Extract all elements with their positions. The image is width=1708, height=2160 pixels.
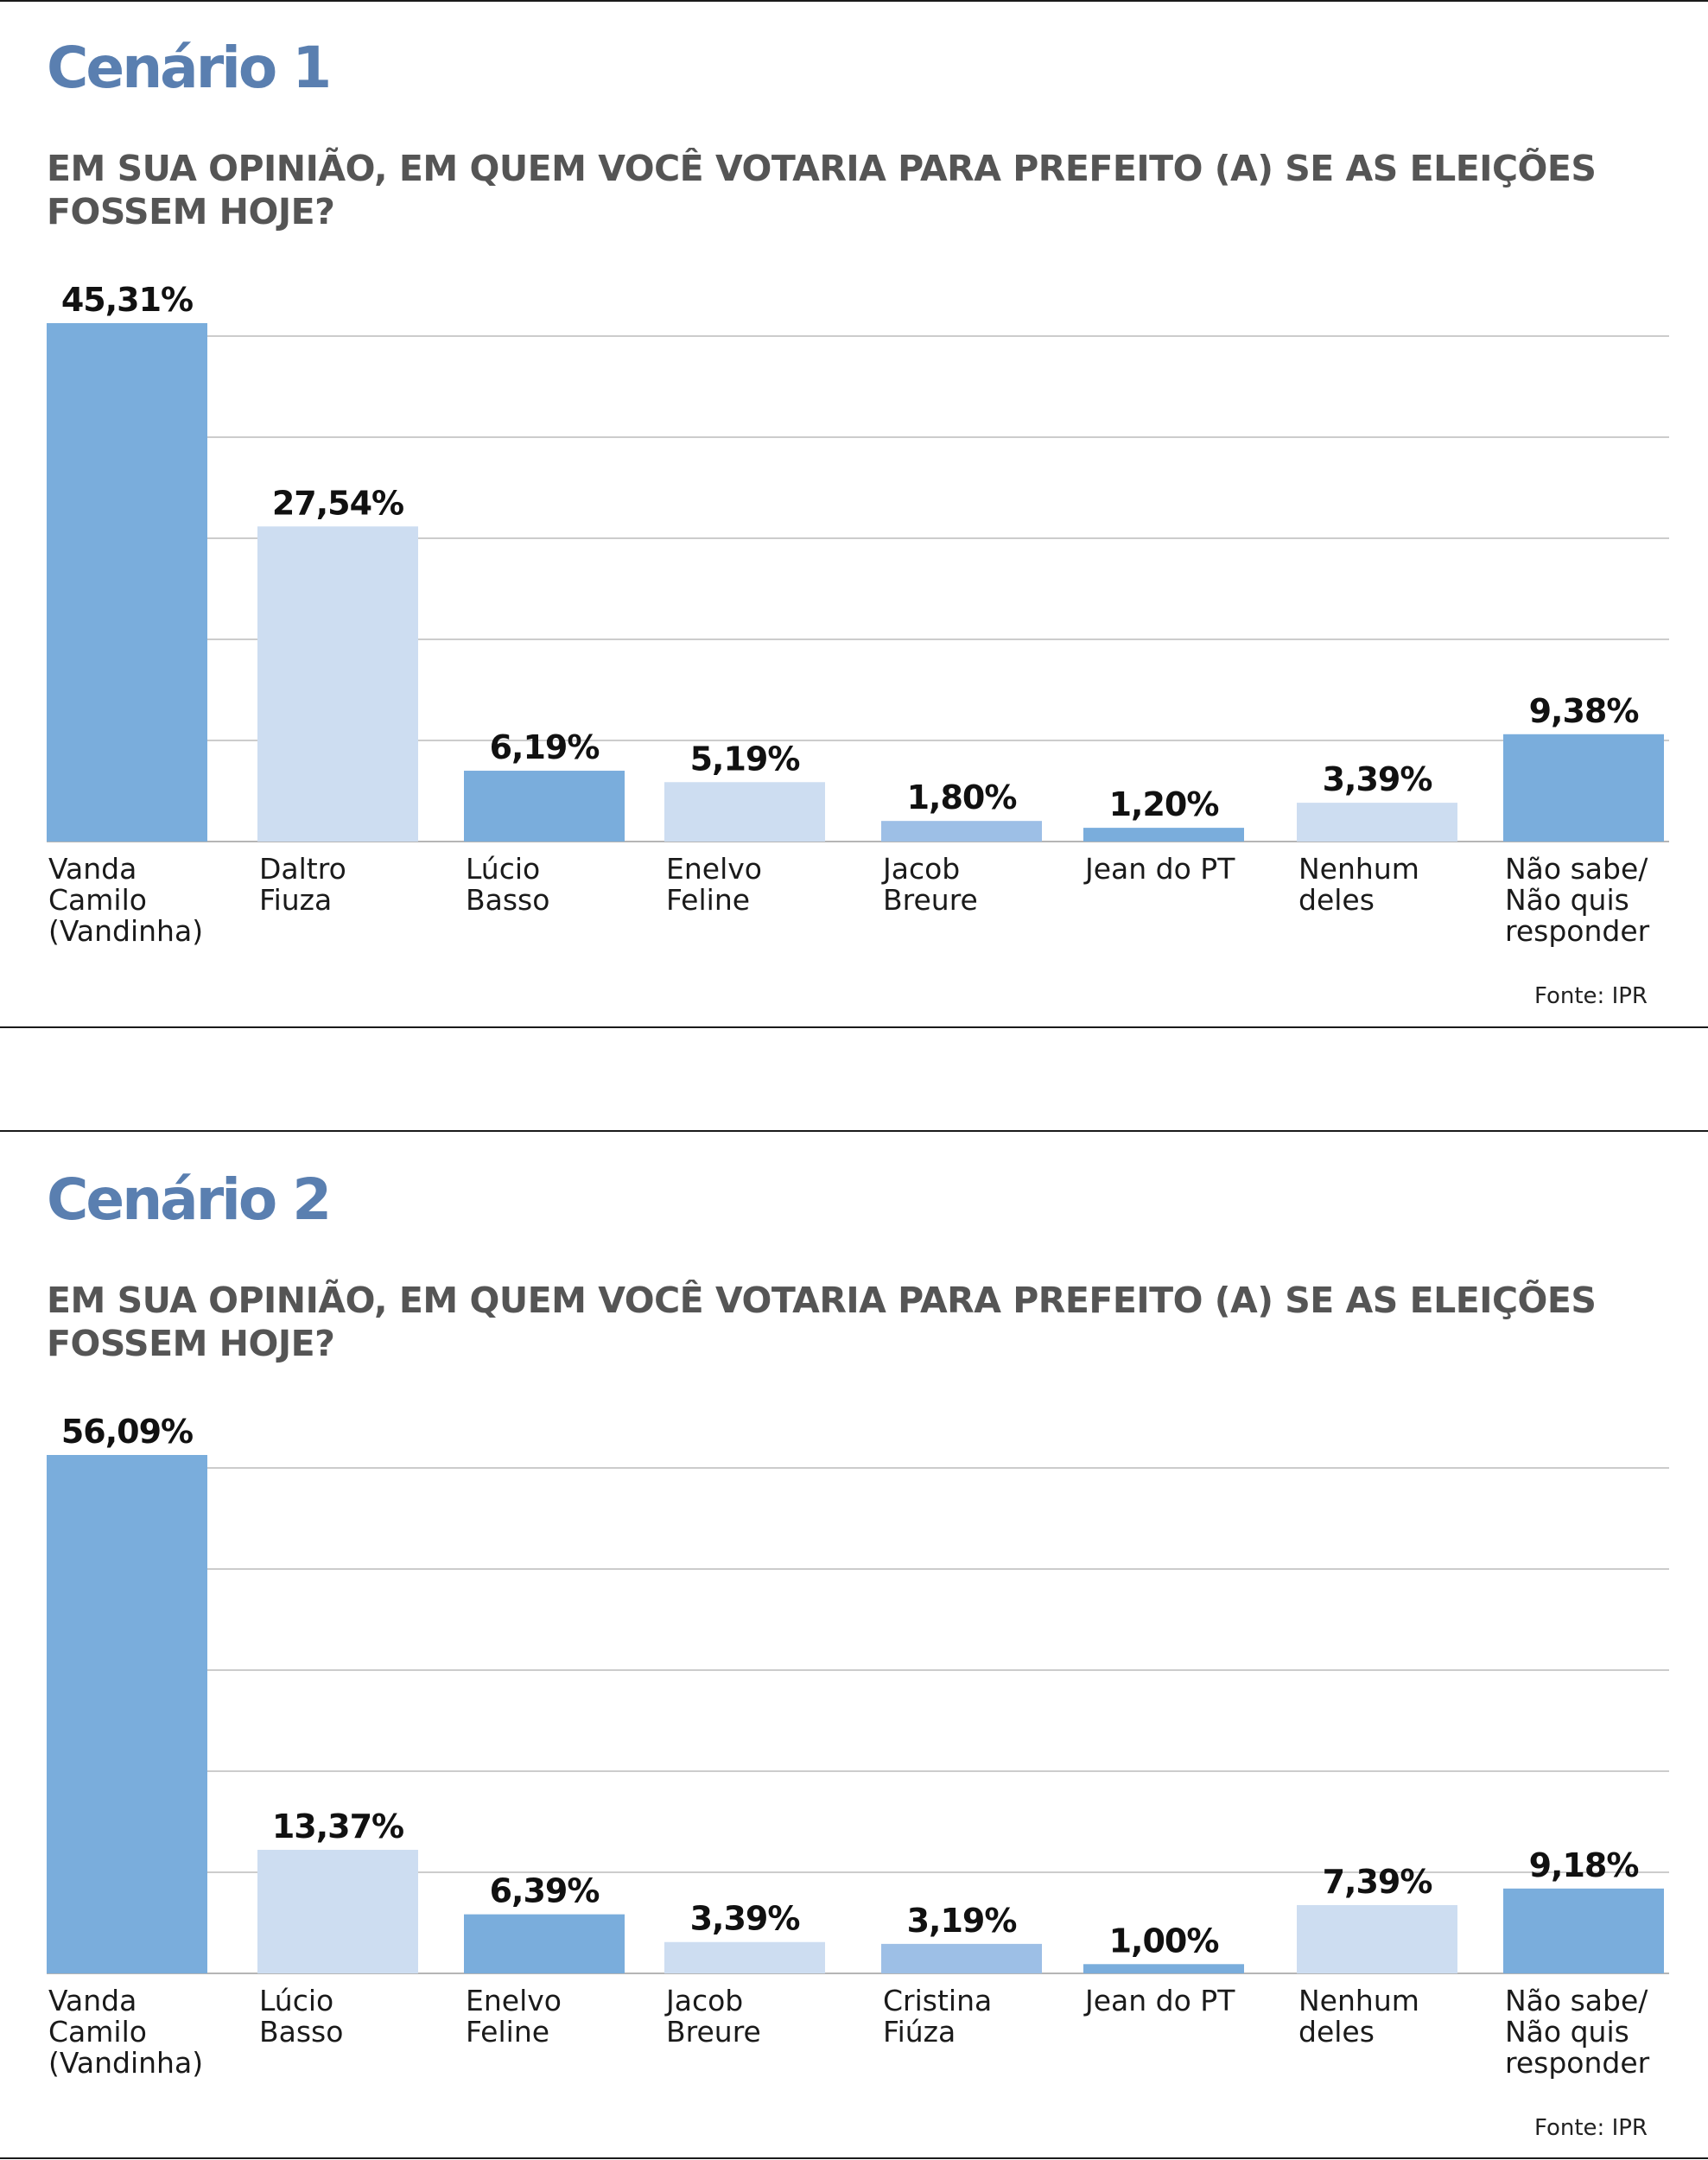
category-label: Jacob Breure — [664, 1984, 761, 2049]
bar — [881, 1943, 1042, 1973]
bar — [1297, 803, 1457, 842]
bar-chart-1: 45,31% Vanda Camilo (Vandinha) 27,54% Daltro F… — [47, 281, 1669, 948]
chart-panel-2: Cenário 2 EM SUA OPINIÃO, EM QUEM VOCÊ V… — [0, 1132, 1708, 2160]
data-label: 3,39% — [690, 1900, 800, 1938]
data-label: 3,39% — [1323, 760, 1432, 798]
category-label: Enelvo Feline — [666, 852, 762, 917]
category-label: Lúcio Basso — [466, 852, 549, 917]
category-label: Jean do PT — [1083, 852, 1235, 886]
chart-subtitle: EM SUA OPINIÃO, EM QUEM VOCÊ VOTARIA PAR… — [47, 1280, 1597, 1364]
category-label: Nenhum deles — [1298, 852, 1419, 917]
data-label: 6,19% — [490, 728, 600, 766]
panel-divider — [0, 1130, 1708, 1132]
bar — [1083, 1964, 1244, 1973]
bar — [47, 1455, 207, 1973]
data-label: 13,37% — [272, 1807, 403, 1846]
data-label: 6,39% — [490, 1872, 600, 1910]
data-label: 3,19% — [907, 1902, 1017, 1940]
bar — [1503, 734, 1664, 842]
bar — [881, 821, 1042, 842]
category-label: Vanda Camilo (Vandinha) — [48, 852, 203, 948]
bar — [1503, 1888, 1664, 1973]
category-label: Daltro Fiuza — [259, 852, 346, 917]
bar — [664, 782, 825, 842]
data-label: 1,20% — [1109, 785, 1219, 823]
bar — [257, 526, 418, 842]
category-label: Cristina Fiúza — [883, 1984, 992, 2049]
top-divider — [0, 0, 1708, 2]
bar — [664, 1941, 825, 1973]
source-note: Fonte: IPR — [1533, 983, 1648, 1009]
category-label: Não sabe/Não quis responder — [1505, 1984, 1650, 2080]
data-label: 45,31% — [61, 281, 193, 319]
category-label: Vanda Camilo (Vandinha) — [48, 1984, 203, 2080]
chart-subtitle: EM SUA OPINIÃO, EM QUEM VOCÊ VOTARIA PAR… — [47, 148, 1597, 232]
bar — [257, 1849, 418, 1973]
bottom-divider — [0, 2157, 1708, 2159]
data-label: 7,39% — [1323, 1863, 1432, 1901]
bar — [464, 1914, 625, 1973]
category-label: Enelvo Feline — [466, 1984, 562, 2049]
category-label: Jacob Breure — [881, 852, 978, 917]
bar — [47, 323, 207, 842]
category-label: Lúcio Basso — [259, 1984, 343, 2049]
data-label: 1,00% — [1109, 1922, 1219, 1960]
data-label: 9,38% — [1529, 692, 1639, 730]
bar — [464, 771, 625, 842]
data-label: 9,18% — [1529, 1846, 1639, 1884]
data-label: 5,19% — [690, 740, 800, 778]
category-label: Nenhum deles — [1298, 1984, 1419, 2049]
chart-title: Cenário 2 — [47, 1166, 332, 1233]
bar-chart-2: 56,09% Vanda Camilo (Vandinha) 13,37% Lúcio Ba… — [47, 1413, 1669, 2080]
bar — [1297, 1904, 1457, 1973]
category-label: Não sabe/Não quis responder — [1505, 852, 1650, 948]
chart-panel-1: Cenário 1 EM SUA OPINIÃO, EM QUEM VOCÊ V… — [0, 0, 1708, 1028]
data-label: 27,54% — [272, 484, 403, 522]
category-label: Jean do PT — [1083, 1984, 1235, 2017]
data-label: 56,09% — [61, 1413, 193, 1451]
panel-divider — [0, 1026, 1708, 1028]
chart-title: Cenário 1 — [47, 35, 332, 101]
source-note: Fonte: IPR — [1533, 2115, 1648, 2141]
bar — [1083, 828, 1244, 842]
data-label: 1,80% — [907, 778, 1017, 816]
